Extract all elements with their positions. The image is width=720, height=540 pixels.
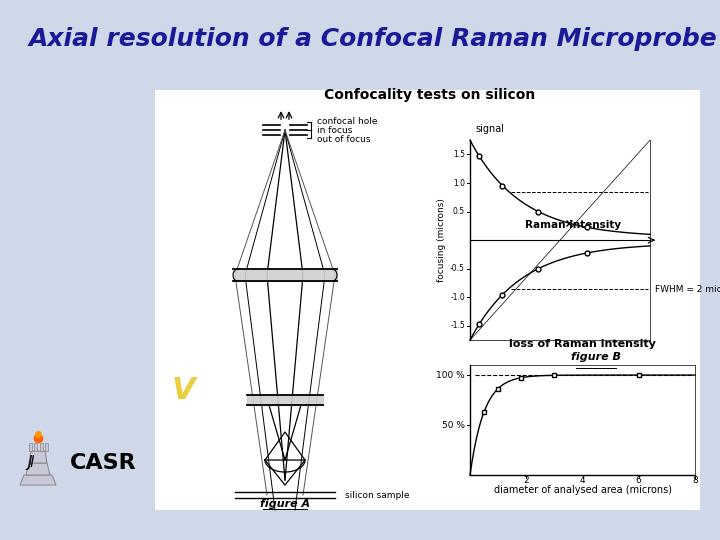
Text: Confocality tests on silicon: Confocality tests on silicon — [325, 88, 536, 102]
Text: 1.0: 1.0 — [453, 179, 465, 187]
Text: 50 %: 50 % — [442, 421, 465, 429]
Text: silicon sample: silicon sample — [345, 490, 410, 500]
Polygon shape — [20, 475, 56, 485]
Bar — [45, 443, 48, 451]
Polygon shape — [26, 463, 50, 475]
Bar — [29, 443, 32, 451]
Text: signal: signal — [475, 124, 504, 134]
Text: confocal hole: confocal hole — [317, 117, 377, 126]
Text: -1.0: -1.0 — [450, 293, 465, 302]
Text: V: V — [171, 375, 195, 404]
Text: figure B: figure B — [571, 352, 621, 362]
Text: -0.5: -0.5 — [450, 264, 465, 273]
Text: diameter of analysed area (microns): diameter of analysed area (microns) — [493, 485, 672, 495]
Text: figure A: figure A — [260, 499, 310, 509]
Text: focusing (microns): focusing (microns) — [438, 198, 446, 282]
Text: $\mathit{J\!l}$: $\mathit{J\!l}$ — [24, 453, 35, 472]
Text: in focus: in focus — [317, 126, 352, 134]
Text: 0.5: 0.5 — [453, 207, 465, 216]
Text: out of focus: out of focus — [317, 134, 371, 144]
Bar — [40, 443, 42, 451]
Text: 2: 2 — [523, 476, 529, 485]
Text: CASR: CASR — [70, 453, 137, 473]
Text: 6: 6 — [636, 476, 642, 485]
Text: 8: 8 — [692, 476, 698, 485]
Bar — [34, 443, 37, 451]
Text: loss of Raman intensity: loss of Raman intensity — [509, 339, 656, 349]
Text: FWHM = 2 microns: FWHM = 2 microns — [655, 285, 720, 294]
Text: -1.5: -1.5 — [450, 321, 465, 330]
Text: 100 %: 100 % — [436, 370, 465, 380]
Text: 1.5: 1.5 — [453, 150, 465, 159]
Text: Raman intensity: Raman intensity — [525, 220, 621, 230]
Text: Axial resolution of a Confocal Raman Microprobe: Axial resolution of a Confocal Raman Mic… — [29, 26, 718, 51]
Polygon shape — [29, 451, 47, 463]
Text: 4: 4 — [580, 476, 585, 485]
Bar — [155, 90, 700, 510]
